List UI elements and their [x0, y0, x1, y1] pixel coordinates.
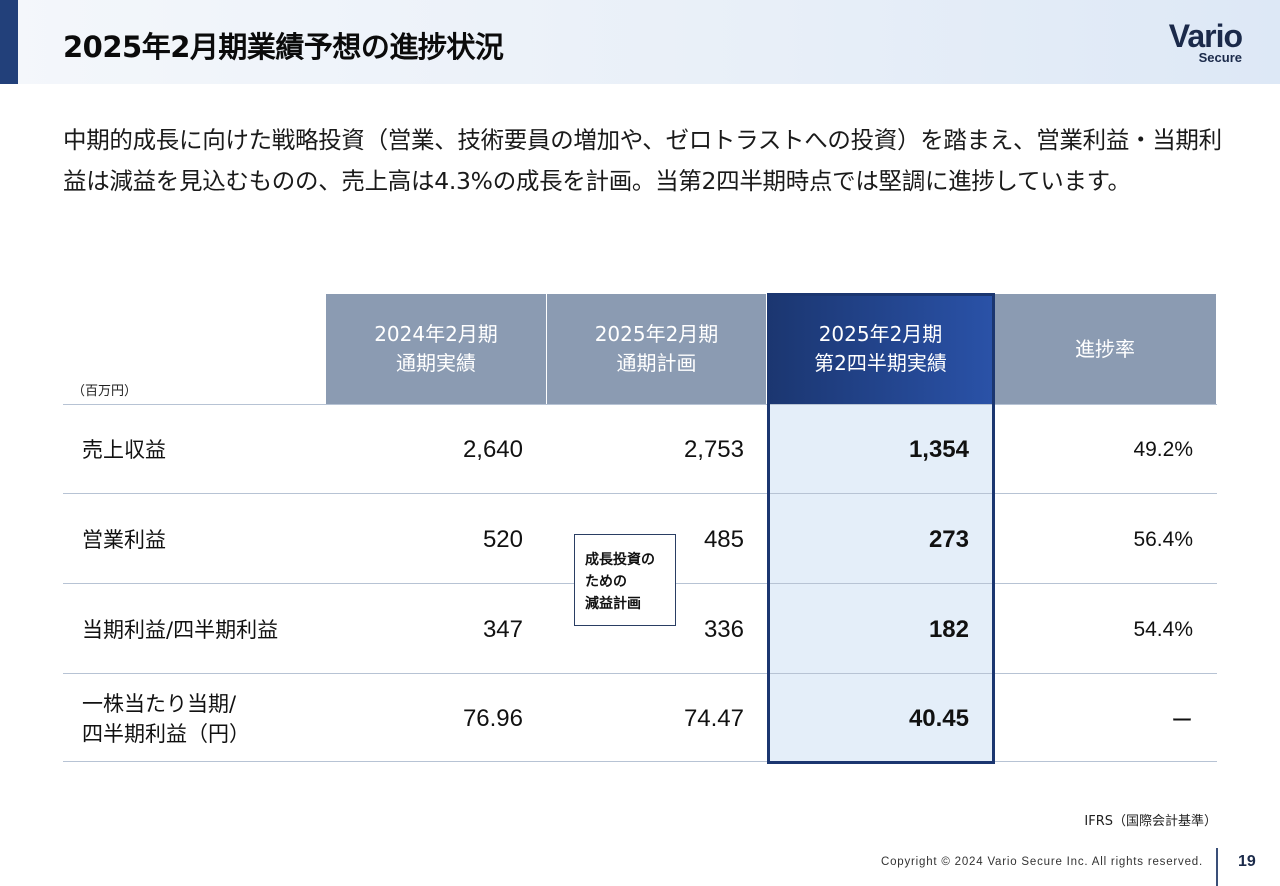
page-number: 19 — [1238, 853, 1256, 870]
vario-secure-logo: Vario Secure — [1146, 18, 1243, 68]
cell-plan2025: 336 — [703, 615, 744, 643]
col-header-fy2025-q2-actual: 2025年2月期 第2四半期実績 — [767, 294, 994, 404]
col-header-line1: 2025年2月期 — [818, 322, 943, 346]
table-rule — [63, 404, 1217, 405]
row-label: 営業利益 — [82, 527, 166, 552]
table-rule — [63, 761, 1217, 762]
col-header-line2: 通期実績 — [396, 351, 476, 375]
cell-q2-2025: 40.45 — [908, 704, 969, 732]
highlight-column-bg — [767, 404, 993, 761]
table-rule — [63, 673, 1217, 674]
cell-fy2024: 347 — [482, 615, 523, 643]
table-row-net-profit: 当期利益/四半期利益 347 336 182 54.4% — [63, 585, 1217, 674]
col-header-line1: 2024年2月期 — [374, 322, 498, 346]
col-header-line1: 進捗率 — [1075, 336, 1135, 361]
unit-label: （百万円） — [72, 384, 138, 399]
header-bar: 2025年2月期業績予想の進捗状況 Vario Secure — [0, 0, 1280, 84]
table-row-eps: 一株当たり当期/ 四半期利益（円） 76.96 74.47 40.45 ー — [63, 674, 1217, 763]
intro-paragraph: 中期的成長に向けた戦略投資（営業、技術要員の増加や、ゼロトラストへの投資）を踏ま… — [63, 126, 1222, 195]
copyright-text: Copyright © 2024 Vario Secure Inc. All r… — [880, 856, 1203, 868]
logo-sub-text: Secure — [1198, 50, 1242, 65]
logo-main-text: Vario — [1168, 18, 1243, 54]
row-label: 当期利益/四半期利益 — [82, 617, 279, 642]
cell-progress: 54.4% — [1133, 617, 1193, 641]
col-header-fy2025-plan: 2025年2月期 通期計画 — [547, 294, 766, 404]
cell-q2-2025: 1,354 — [908, 435, 969, 463]
cell-progress: 49.2% — [1133, 437, 1193, 461]
highlight-column-border — [767, 293, 995, 764]
col-header-progress-rate: 進捗率 — [994, 294, 1216, 404]
callout-line: 減益計画 — [585, 596, 641, 612]
cell-progress: 56.4% — [1133, 527, 1193, 551]
page-title: 2025年2月期業績予想の進捗状況 — [63, 30, 504, 64]
footer-divider — [1216, 848, 1218, 886]
cell-plan2025: 485 — [703, 525, 744, 553]
table-row-operating-profit: 営業利益 520 485 273 56.4% — [63, 495, 1217, 584]
callout-box: 成長投資の ための 減益計画 — [574, 534, 676, 626]
cell-plan2025: 2,753 — [683, 435, 744, 463]
cell-fy2024: 76.96 — [462, 704, 523, 732]
callout-line: ための — [585, 574, 627, 590]
table-rule — [63, 493, 1217, 494]
row-label: 売上収益 — [82, 437, 166, 462]
header-accent — [0, 0, 18, 84]
table-row-revenue: 売上収益 2,640 2,753 1,354 49.2% — [63, 405, 1217, 494]
col-header-fy2024-actual: 2024年2月期 通期実績 — [326, 294, 546, 404]
col-header-line2: 通期計画 — [616, 351, 697, 375]
cell-plan2025: 74.47 — [683, 704, 744, 732]
col-header-line1: 2025年2月期 — [594, 322, 719, 346]
cell-q2-2025: 182 — [928, 615, 969, 643]
col-header-line2: 第2四半期実績 — [814, 351, 947, 375]
cell-progress: ー — [1170, 707, 1193, 733]
cell-q2-2025: 273 — [928, 525, 969, 553]
callout-line: 成長投資の — [585, 552, 655, 568]
cell-fy2024: 520 — [482, 525, 523, 553]
cell-fy2024: 2,640 — [462, 435, 523, 463]
row-label: 一株当たり当期/ 四半期利益（円） — [82, 691, 250, 746]
footnote-ifrs: IFRS（国際会計基準） — [1084, 814, 1217, 829]
